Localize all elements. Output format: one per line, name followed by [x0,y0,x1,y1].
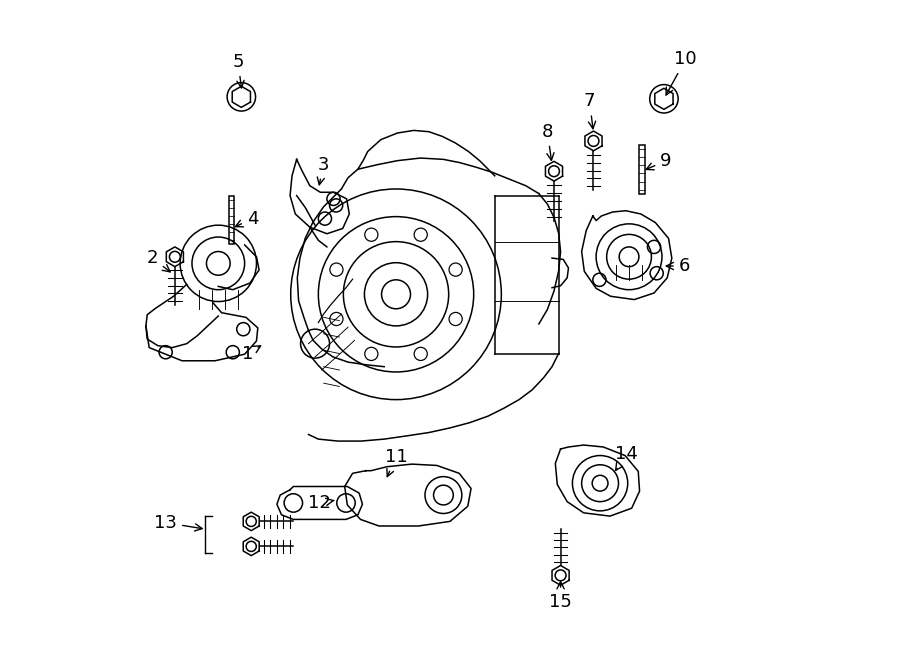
Text: 8: 8 [542,123,554,161]
Text: 13: 13 [154,514,202,531]
Text: 10: 10 [666,50,697,95]
Bar [639,145,645,194]
Text: 1: 1 [241,344,261,362]
Text: 7: 7 [584,93,596,129]
Text: 9: 9 [646,151,671,170]
Bar [229,196,234,244]
Text: 14: 14 [615,446,638,471]
Text: 3: 3 [318,155,329,185]
Text: 12: 12 [308,494,334,512]
Text: 6: 6 [666,257,690,275]
Text: 11: 11 [384,448,408,477]
Text: 15: 15 [549,582,572,611]
Text: 4: 4 [236,210,258,227]
Text: 2: 2 [147,249,170,272]
Text: 5: 5 [232,53,244,88]
